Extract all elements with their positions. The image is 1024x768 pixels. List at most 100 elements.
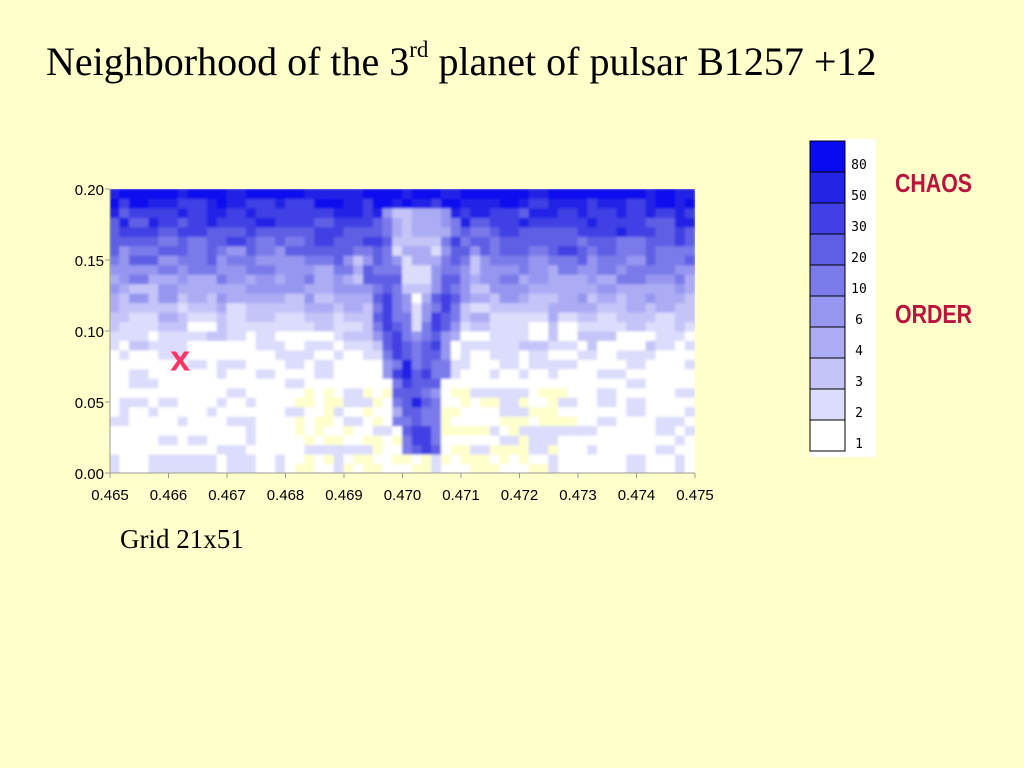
heatmap-cell xyxy=(528,425,540,436)
heatmap-cell xyxy=(187,330,199,341)
heatmap-cell xyxy=(684,377,695,389)
heatmap-cell xyxy=(606,216,618,228)
heatmap-cell xyxy=(597,302,608,313)
heatmap-cell xyxy=(597,216,608,228)
title-prefix: Neighborhood of the 3 xyxy=(46,39,410,84)
heatmap-cell xyxy=(343,339,355,351)
heatmap-cell xyxy=(275,207,286,218)
heatmap-cell xyxy=(255,434,267,446)
heatmap-cell xyxy=(304,254,316,266)
heatmap-cell xyxy=(411,463,423,473)
heatmap-cell xyxy=(411,321,423,332)
heatmap-cell xyxy=(285,377,296,389)
heatmap-cell xyxy=(519,292,530,304)
heatmap-cell xyxy=(606,264,618,275)
heatmap-cell xyxy=(353,283,364,294)
heatmap-cell xyxy=(110,235,121,247)
heatmap-cell xyxy=(402,453,413,465)
colorbar-swatch xyxy=(809,419,846,452)
heatmap-cell xyxy=(168,264,179,275)
heatmap-cell xyxy=(548,254,559,266)
heatmap-cell xyxy=(324,406,335,417)
heatmap-cell xyxy=(421,396,433,408)
heatmap-cell xyxy=(363,207,374,218)
heatmap-cell xyxy=(236,235,247,247)
heatmap-cell xyxy=(129,349,140,360)
heatmap-cell xyxy=(519,368,530,379)
heatmap-cell xyxy=(236,453,247,465)
heatmap-cell xyxy=(119,283,130,294)
heatmap-cell xyxy=(197,226,208,237)
heatmap-cell xyxy=(665,406,676,417)
heatmap-cell xyxy=(597,226,608,237)
heatmap-cell xyxy=(480,415,491,427)
heatmap-cell xyxy=(548,444,559,455)
heatmap-cell xyxy=(606,254,618,266)
heatmap-cell xyxy=(294,387,306,398)
heatmap-cell xyxy=(314,292,325,304)
heatmap-cell xyxy=(402,330,413,341)
heatmap-cell xyxy=(236,339,247,351)
heatmap-cell xyxy=(645,216,657,228)
heatmap-cell xyxy=(294,434,306,446)
heatmap-cell xyxy=(314,358,325,370)
heatmap-cell xyxy=(421,330,433,341)
heatmap-cell xyxy=(236,349,247,360)
heatmap-cell xyxy=(665,368,676,379)
heatmap-cell xyxy=(411,415,423,427)
heatmap-cell xyxy=(421,235,433,247)
heatmap-cell xyxy=(675,453,686,465)
heatmap-cell xyxy=(382,339,394,351)
heatmap-cell xyxy=(110,396,121,408)
heatmap-cell xyxy=(333,349,345,360)
heatmap-cell xyxy=(197,197,208,209)
heatmap-cell xyxy=(431,425,442,436)
heatmap-cell xyxy=(577,207,589,218)
heatmap-cell xyxy=(236,387,247,398)
heatmap-cell xyxy=(684,425,695,436)
heatmap-cell xyxy=(411,444,423,455)
y-tick-label: 0.00 xyxy=(75,466,104,483)
heatmap-cell xyxy=(119,330,130,341)
heatmap-cell xyxy=(304,330,316,341)
heatmap-cell xyxy=(645,368,657,379)
heatmap-cell xyxy=(119,311,130,323)
heatmap-cell xyxy=(324,387,335,398)
heatmap-cell xyxy=(675,302,686,313)
heatmap-cell xyxy=(324,226,335,237)
heatmap-cell xyxy=(528,283,540,294)
heatmap-cell xyxy=(460,463,472,473)
heatmap-cell xyxy=(548,349,559,360)
heatmap-cell xyxy=(382,189,394,199)
heatmap-cell xyxy=(470,292,481,304)
heatmap-cell xyxy=(587,189,598,199)
heatmap-cell xyxy=(129,273,140,285)
heatmap-cell xyxy=(538,415,550,427)
colorbar-swatch xyxy=(809,357,846,390)
heatmap-cell xyxy=(226,406,238,417)
heatmap-cell xyxy=(626,425,637,436)
heatmap-cell xyxy=(421,302,433,313)
heatmap-cell xyxy=(148,254,160,266)
heatmap-cell xyxy=(509,311,520,323)
heatmap-cell xyxy=(636,245,647,256)
heatmap-cell xyxy=(304,302,316,313)
heatmap-cell xyxy=(402,311,413,323)
heatmap-cell xyxy=(207,245,218,256)
heatmap-cell xyxy=(567,226,579,237)
heatmap-cell xyxy=(470,254,481,266)
heatmap-cell xyxy=(129,387,140,398)
heatmap-cell xyxy=(187,273,199,285)
heatmap-cell xyxy=(197,235,208,247)
heatmap-cell xyxy=(177,387,189,398)
heatmap-cell xyxy=(294,197,306,209)
heatmap-cell xyxy=(509,216,520,228)
heatmap-cell xyxy=(548,283,559,294)
heatmap-cell xyxy=(489,434,501,446)
heatmap-cell xyxy=(519,226,530,237)
heatmap-cell xyxy=(645,358,657,370)
heatmap-cell xyxy=(333,406,345,417)
heatmap-cell xyxy=(567,245,579,256)
heatmap-cell xyxy=(655,406,667,417)
heatmap-cell xyxy=(538,349,550,360)
